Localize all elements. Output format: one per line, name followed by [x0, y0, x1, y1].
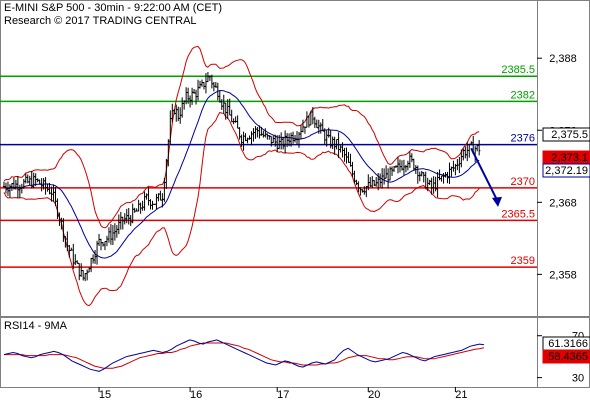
time-tick-label: 20 [368, 389, 380, 400]
time-tick-label: 15 [99, 389, 111, 400]
bollinger-bands [3, 45, 480, 307]
price-tag-label: 2,375.5 [551, 129, 588, 141]
time-tick-label: 17 [277, 389, 289, 400]
level-label: 2365.5 [501, 208, 535, 220]
level-lines: 2385.5 2382 2376 2370 2365.5 2359 [0, 64, 537, 268]
level-label: 2385.5 [501, 64, 535, 76]
price-tick-label: 2,358 [549, 269, 577, 281]
price-tag [542, 163, 590, 178]
price-tag [542, 127, 590, 142]
main-panel-frame [0, 0, 590, 317]
price-tick-label: 2,388 [549, 53, 577, 65]
level-label: 2359 [511, 255, 535, 267]
bollinger-lower-line [3, 111, 480, 307]
rsi-tag [542, 349, 590, 364]
price-tags: 2,375.5 2,373.12,372.19 [542, 127, 590, 178]
bollinger-upper-line [3, 45, 480, 229]
rsi-panel-frame [0, 317, 590, 388]
rsi-line [3, 339, 485, 372]
time-tick-label: 21 [455, 389, 467, 400]
rsi-tag-label: 61.3166 [548, 338, 588, 350]
copyright-text: Research © 2017 TRADING CENTRAL [4, 15, 197, 27]
price-bars [2, 72, 481, 282]
rsi-tag-label: 58.4365 [548, 351, 588, 363]
forecast-arrow [470, 147, 502, 207]
price-tag-label: 2,373.1 [551, 152, 588, 164]
forecast-arrowhead [492, 196, 502, 207]
chart-title: E-MINI S&P 500 - 30min - 9:22:00 AM (CET… [4, 2, 222, 14]
rsi-ma-line [4, 342, 485, 369]
time-axis: 15 16 17 20 21 [98, 387, 468, 400]
level-label: 2370 [511, 176, 535, 188]
price-tag-label: 2,372.19 [545, 165, 588, 177]
forecast-line [470, 147, 498, 201]
rsi-lines [3, 339, 485, 372]
price-tick-label: 2,368 [549, 197, 577, 209]
rsi-panel-title: RSI14 - 9MA [4, 320, 68, 332]
moving-average-line [3, 89, 480, 259]
time-tick-label: 16 [190, 389, 202, 400]
level-label: 2382 [511, 89, 535, 101]
level-label: 2376 [511, 133, 535, 145]
rsi-tick-label: 30 [572, 373, 584, 385]
